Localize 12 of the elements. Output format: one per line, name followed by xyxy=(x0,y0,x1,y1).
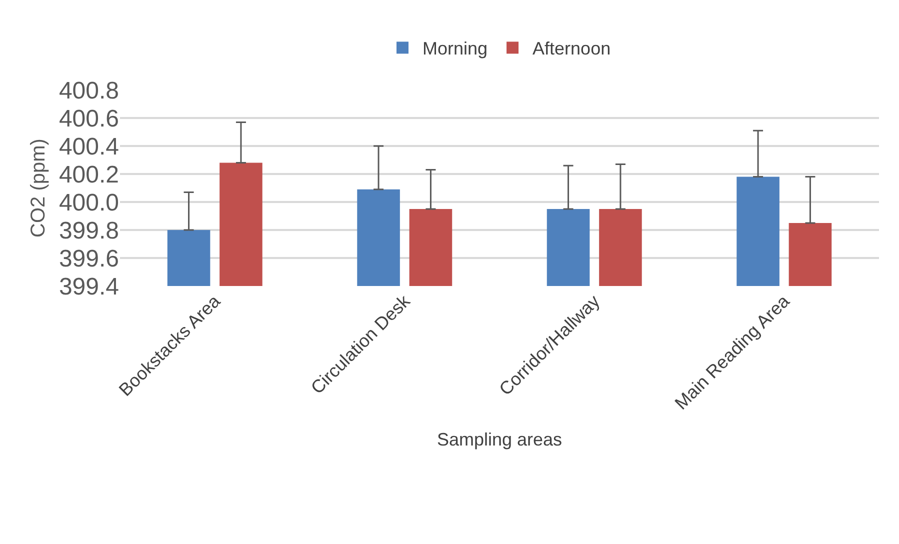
y-tick-label: 399.4 xyxy=(58,273,119,300)
y-axis-title: CO2 (ppm) xyxy=(27,138,50,238)
y-tick-label: 400.8 xyxy=(58,77,119,104)
legend-label: Afternoon xyxy=(532,38,611,59)
y-tick-label: 400.2 xyxy=(58,161,119,188)
y-tick-label: 400.6 xyxy=(58,105,119,132)
y-tick-label: 400.4 xyxy=(58,133,119,160)
x-axis-title: Sampling areas xyxy=(436,430,562,450)
y-tick-label: 399.6 xyxy=(58,245,119,272)
y-tick-label: 399.8 xyxy=(58,217,119,244)
y-tick-label: 400.0 xyxy=(58,189,119,216)
legend-label: Morning xyxy=(422,38,488,59)
